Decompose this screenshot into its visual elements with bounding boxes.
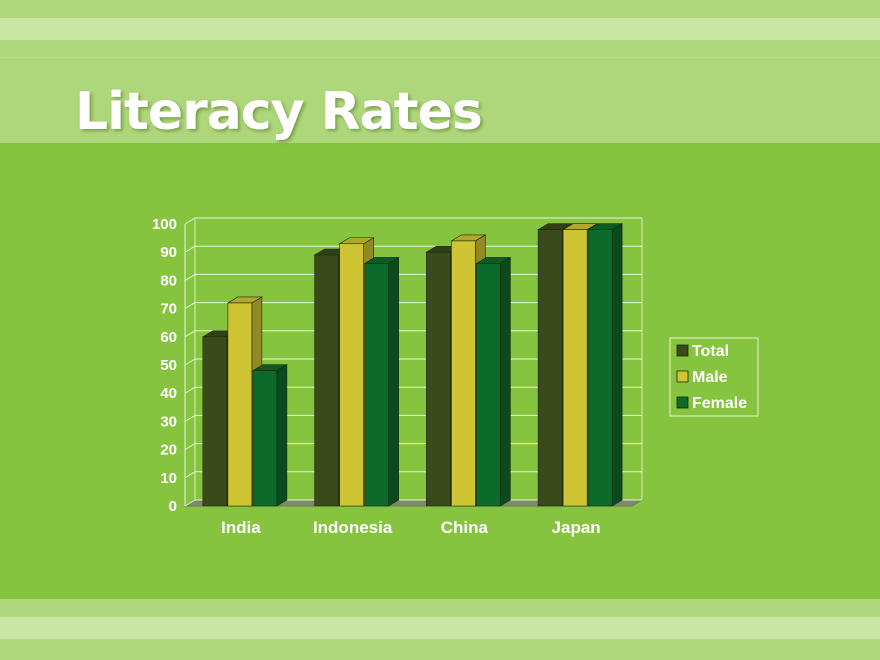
bar-male [227, 302, 253, 507]
bar-male [339, 243, 364, 507]
legend-swatch-male [676, 370, 689, 383]
y-tick-label: 50 [160, 357, 177, 374]
bar-side-female [388, 256, 399, 507]
gridline-side [184, 443, 196, 451]
gridline-side [184, 330, 196, 338]
y-tick-label: 10 [160, 470, 177, 487]
bar-total [314, 254, 339, 507]
legend-label-female: Female [692, 395, 747, 412]
bar-side-female [611, 223, 623, 507]
gridline-side [184, 245, 196, 253]
bar-male [562, 229, 588, 507]
gridline-side [184, 414, 196, 422]
gridline-side [184, 386, 196, 394]
gridline-side [184, 302, 196, 310]
x-tick-label: India [221, 518, 261, 537]
gridline-side [184, 471, 196, 479]
legend-swatch-total [676, 344, 689, 357]
gridline-side [184, 499, 196, 507]
legend-label-total: Total [692, 343, 729, 360]
y-tick-label: 0 [169, 498, 177, 515]
slide-title: Literacy Rates [75, 82, 483, 142]
top-stripe-light [0, 18, 880, 40]
legend-swatch-female [676, 396, 689, 409]
y-tick-label: 40 [160, 385, 177, 402]
bar-male [451, 240, 476, 507]
x-tick-label: Japan [552, 518, 601, 537]
y-tick-label: 80 [160, 272, 177, 289]
y-tick-label: 90 [160, 244, 177, 261]
y-tick-label: 100 [152, 216, 177, 233]
y-tick-label: 70 [160, 301, 177, 318]
bar-female [587, 229, 613, 507]
bar-side-female [276, 364, 288, 507]
legend-box [669, 337, 759, 417]
bar-total [202, 336, 228, 507]
gridline-side [184, 358, 196, 366]
bar-female [476, 263, 501, 507]
bottom-stripe-light [0, 617, 880, 639]
legend-label-male: Male [692, 369, 728, 386]
top-stripe-mid [0, 57, 880, 58]
bar-female [364, 263, 389, 507]
bar-total [426, 251, 451, 507]
gridline-side [184, 273, 196, 281]
y-tick-label: 30 [160, 413, 177, 430]
bar-female [252, 370, 278, 507]
bar-side-female [500, 256, 511, 507]
x-tick-label: Indonesia [313, 518, 393, 537]
gridline-side [184, 217, 196, 225]
y-tick-label: 20 [160, 442, 177, 459]
bar-total [537, 229, 563, 507]
x-tick-label: China [441, 518, 489, 537]
y-tick-label: 60 [160, 329, 177, 346]
